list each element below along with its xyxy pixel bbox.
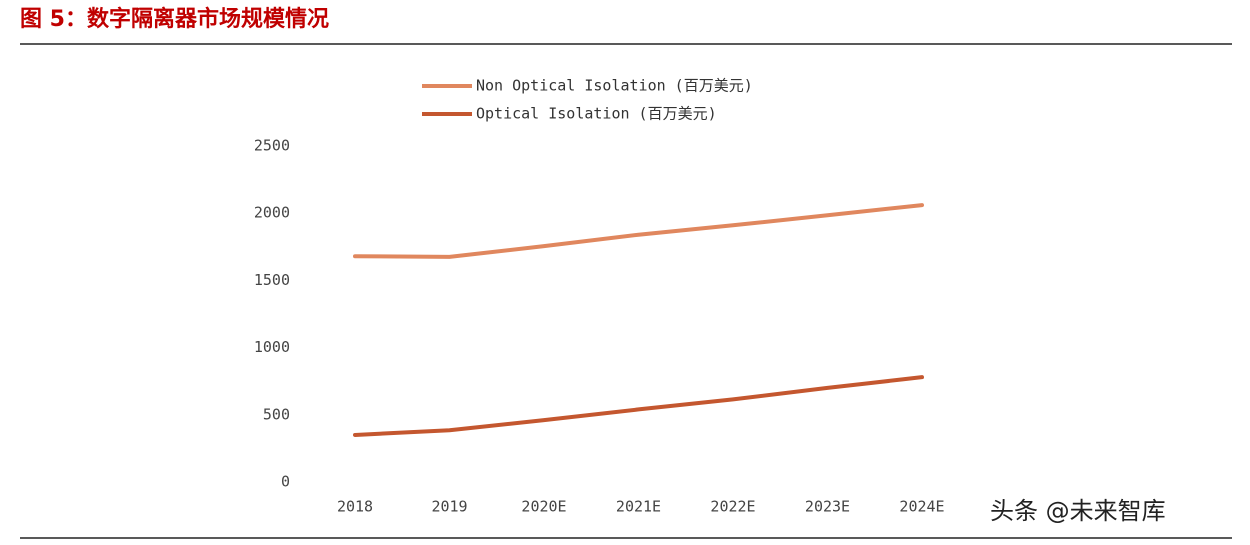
legend-label: Non Optical Isolation (百万美元) xyxy=(476,77,753,95)
legend-label: Optical Isolation (百万美元) xyxy=(476,105,717,123)
y-tick-label: 1000 xyxy=(254,338,290,356)
x-tick-label: 2020E xyxy=(521,498,566,516)
x-tick-label: 2022E xyxy=(710,498,755,516)
figure-title: 图 5：数字隔离器市场规模情况 xyxy=(20,6,329,32)
watermark: 头条 @未来智库 xyxy=(990,497,1166,525)
series-line xyxy=(353,203,924,259)
x-tick-label: 2023E xyxy=(805,498,850,516)
y-tick-label: 0 xyxy=(281,473,290,491)
series-line xyxy=(353,375,924,437)
x-tick-label: 2021E xyxy=(616,498,661,516)
y-tick-label: 1500 xyxy=(254,271,290,289)
y-tick-label: 2000 xyxy=(254,204,290,222)
y-tick-label: 500 xyxy=(263,405,290,423)
x-tick-label: 2019 xyxy=(431,498,467,516)
x-tick-label: 2018 xyxy=(337,498,373,516)
x-tick-label: 2024E xyxy=(899,498,944,516)
y-tick-label: 2500 xyxy=(254,137,290,155)
